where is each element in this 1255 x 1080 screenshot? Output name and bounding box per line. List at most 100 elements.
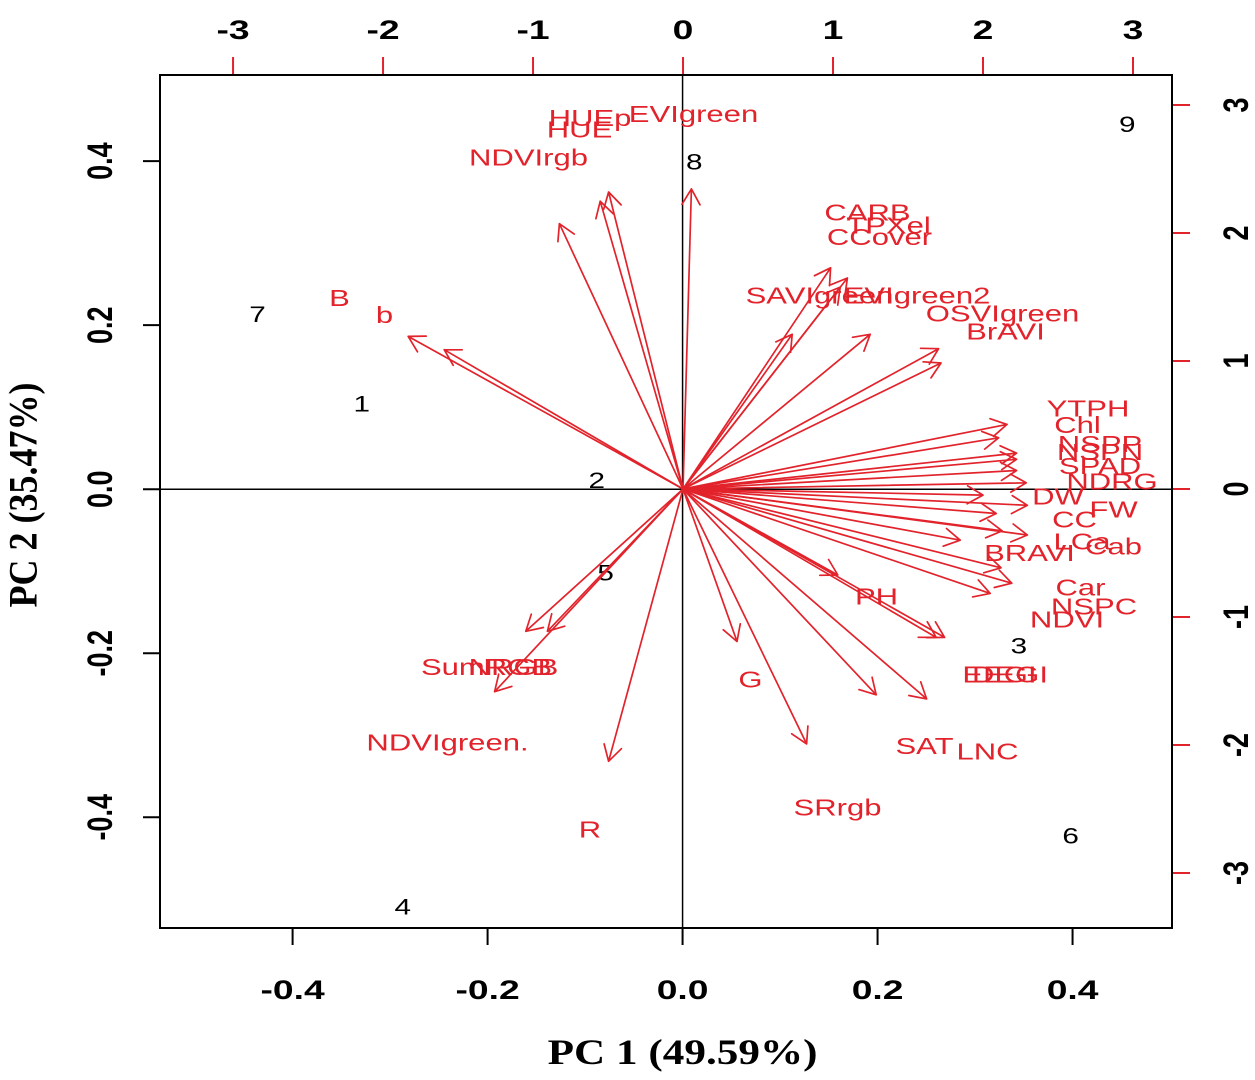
right-axis-tick-label: -1 xyxy=(1216,605,1255,629)
loading-arrow-34-g xyxy=(682,488,742,643)
axes: -0.4 -0.2 0.0 0.2 0.4 0.4 0.2 0.0 -0.2 -0.4 -3 -2 -1… xyxy=(80,15,1255,1005)
observation-label-6: 6 xyxy=(1062,823,1079,848)
right-axis-tick-label: 2 xyxy=(1216,225,1255,240)
left-axis-tick-label: -0.4 xyxy=(80,794,119,841)
variable-label-27-nspc: NSPC xyxy=(1051,594,1137,620)
variable-label-14-ytph: YTPH xyxy=(1047,395,1130,421)
variable-label-10-savigreen: SAVIgreen xyxy=(746,283,894,309)
observation-label-1: 1 xyxy=(354,391,371,416)
variable-label-22-cc: CC xyxy=(1052,507,1097,533)
loading-arrow-31-degi xyxy=(682,488,946,639)
right-axis-tick-label: 1 xyxy=(1216,353,1255,368)
loading-arrow-26-car xyxy=(682,488,1002,574)
loading-arrow-19-ndrg xyxy=(682,473,1028,493)
variable-label-3-evigreen: EVIgreen xyxy=(629,101,758,127)
y-axis-title: PC 2 (35.47%) xyxy=(2,383,46,608)
variable-label-35-srrgb: SRrgb xyxy=(794,795,882,821)
bottom-axis-tick-label: 0.2 xyxy=(852,975,904,1005)
loading-arrow-3-evigreen xyxy=(681,188,701,490)
loading-arrow-6-b xyxy=(443,348,684,490)
variable-label-19-ndrg: NDRG xyxy=(1066,468,1157,494)
variable-label-1-huep: HUEp xyxy=(549,105,632,131)
left-axis-tick-label: 0.2 xyxy=(80,306,119,344)
loading-arrow-2-hue xyxy=(595,200,684,490)
left-axis-tick-label: 0.4 xyxy=(80,142,119,180)
bottom-axis-tick-label: 0.4 xyxy=(1047,975,1099,1005)
variable-label-9-ccover: CCover xyxy=(827,224,932,250)
variable-label-12-osvigreen: OSVIgreen xyxy=(926,301,1080,327)
observation-label-7: 7 xyxy=(249,302,266,327)
variable-label-29-ph: PH xyxy=(855,583,898,609)
top-axis-tick-label: 3 xyxy=(1123,15,1144,45)
right-axis-tick-label: 0 xyxy=(1216,481,1255,496)
loading-arrow-24-cab xyxy=(682,488,1029,543)
loading-arrow-37-sumrgb xyxy=(524,488,684,633)
loading-arrow-18-spad xyxy=(682,461,1018,490)
x-axis-title: PC 1 (49.59%) xyxy=(548,1032,818,1072)
variable-label-23-lca: LCa xyxy=(1054,528,1112,554)
loading-arrow-15-chl xyxy=(682,430,1000,490)
top-axis-tick-label: -3 xyxy=(216,15,249,45)
loading-arrow-5-b xyxy=(407,335,684,490)
loading-arrow-25-bravi xyxy=(682,488,962,548)
top-axis-tick-label: -1 xyxy=(516,15,549,45)
variable-label-8-tpxel: TPXel xyxy=(846,212,931,238)
variable-label-20-dw: DW xyxy=(1032,484,1084,510)
variable-label-37-sumrgb: SumRGB xyxy=(421,654,552,680)
bottom-axis-tick-label: 0.0 xyxy=(657,975,709,1005)
loading-arrow-21-fw xyxy=(682,488,1029,515)
variable-label-38-nrgb: NRGB xyxy=(469,654,559,680)
loading-arrow-4-ndvirgb xyxy=(557,222,684,490)
loading-arrow-12-osvigreen xyxy=(682,347,940,490)
loading-arrow-22-cc xyxy=(682,488,998,523)
top-axis-tick-label: 0 xyxy=(673,15,694,45)
variable-label-30-eegi: EEGI xyxy=(962,662,1036,688)
loading-arrow-10-savigreen xyxy=(682,333,794,490)
variable-label-16-nspp: NSPP xyxy=(1058,431,1143,457)
loading-arrow-33-lnc xyxy=(682,488,928,700)
variable-label-11-evigreen2: EVIgreen2 xyxy=(844,283,991,309)
observation-label-8: 8 xyxy=(686,149,703,174)
loading-arrows xyxy=(407,188,1029,763)
variable-label-4-ndvirgb: NDVIrgb xyxy=(469,144,588,170)
observation-label-2: 2 xyxy=(589,468,606,493)
left-axis-tick-label: -0.2 xyxy=(80,630,119,677)
variable-label-31-degi: DEGI xyxy=(972,662,1048,688)
bottom-axis-tick-label: -0.4 xyxy=(261,975,325,1005)
top-axis-tick-label: 1 xyxy=(823,15,844,45)
variable-label-5-b: B xyxy=(329,285,350,311)
loading-arrow-14-ytph xyxy=(682,417,1008,490)
variable-label-13-bravi: BrAVI xyxy=(966,318,1045,344)
variable-label-6-b: b xyxy=(376,302,393,328)
variable-label-36-r: R xyxy=(579,816,601,842)
bottom-axis-tick-label: -0.2 xyxy=(456,975,520,1005)
observation-label-3: 3 xyxy=(1011,633,1028,658)
loading-arrow-36-r xyxy=(603,488,684,763)
axis-titles: PC 1 (49.59%) PC 2 (35.47%) xyxy=(2,383,818,1072)
variable-label-34-g: G xyxy=(738,667,762,693)
loading-arrow-20-dw xyxy=(682,484,984,505)
zero-reference-lines xyxy=(160,75,1172,928)
loading-arrow-7-carb xyxy=(682,266,832,490)
top-axis-tick-label: -2 xyxy=(366,15,399,45)
variable-label-7-carb: CARB xyxy=(824,199,910,225)
variable-label-25-bravi: BRAVI xyxy=(984,540,1075,566)
variable-label-18-spad: SPAD xyxy=(1059,453,1141,479)
variable-label-2-hue: HUE xyxy=(547,116,613,142)
loading-arrow-1-huep xyxy=(602,191,684,490)
variable-label-32-sat: SAT xyxy=(895,733,953,759)
variable-label-26-car: Car xyxy=(1055,574,1105,600)
variable-label-33-lnc: LNC xyxy=(956,738,1018,764)
loading-arrow-39-ndvigreen xyxy=(493,488,684,693)
loading-arrow-35-srrgb xyxy=(682,488,809,745)
variable-label-39-ndvigreen: NDVIgreen. xyxy=(366,729,528,755)
variable-label-17-nspn: NSPN xyxy=(1057,439,1143,465)
variable-label-24-cab: Cab xyxy=(1085,534,1142,560)
right-axis-tick-label: -3 xyxy=(1216,861,1255,885)
variable-label-28-ndvi: NDVI xyxy=(1030,606,1104,632)
loading-arrow-32-sat xyxy=(682,488,878,696)
loading-arrow-11-evigreen2 xyxy=(682,333,872,490)
